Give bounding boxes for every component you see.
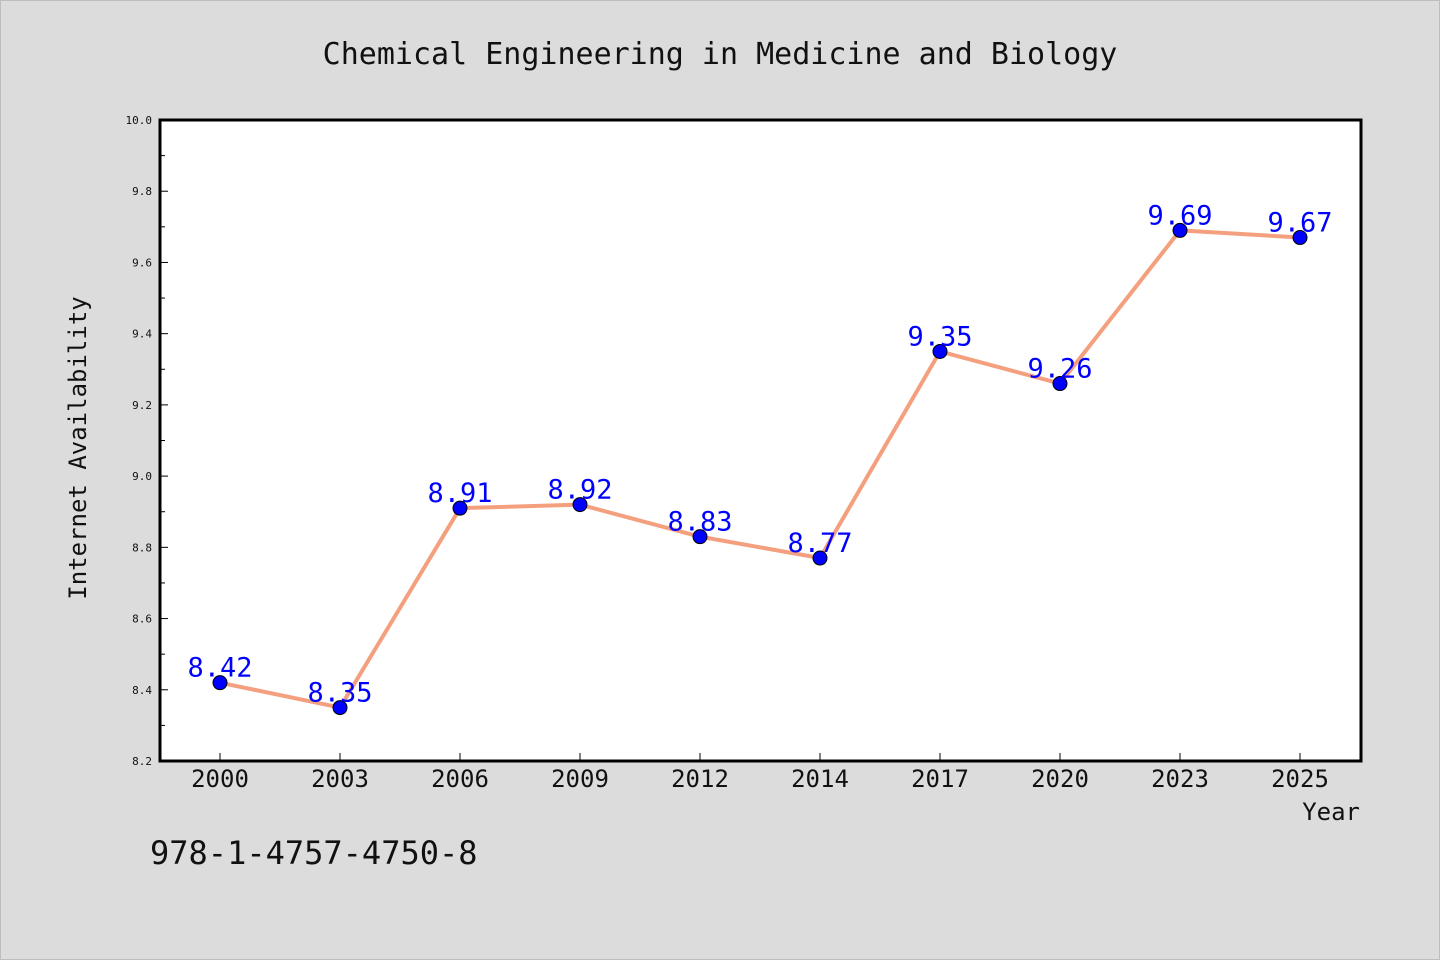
x-axis-label: Year: [1302, 798, 1360, 826]
plot-area: [158, 118, 1363, 763]
series-line: [219, 228, 1301, 710]
data-label: 8.35: [307, 678, 372, 709]
data-label: 9.26: [1027, 354, 1092, 385]
series-layer: [212, 222, 1308, 716]
x-tick-label: 2014: [791, 765, 849, 793]
data-point-marker: [452, 500, 468, 516]
y-axis: 8.2 8.4 8.6 8.8 9.0 9.2 9.4 9.6 9.8 10.0: [126, 114, 168, 768]
data-point-marker: [812, 550, 828, 566]
y-tick-label: 9.4: [132, 328, 152, 341]
x-tick-label: 2017: [911, 765, 969, 793]
y-tick-label: 10.0: [126, 114, 153, 127]
data-label: 8.91: [427, 478, 492, 509]
x-tick-label: 2009: [551, 765, 609, 793]
data-point-marker: [212, 675, 228, 691]
y-axis-label: Internet Availability: [64, 296, 92, 599]
y-tick-label: 9.8: [132, 185, 152, 198]
data-label: 9.35: [907, 321, 972, 352]
y-tick-label: 9.6: [132, 256, 152, 269]
y-tick-label: 9.0: [132, 470, 152, 483]
data-label: 9.69: [1147, 200, 1212, 231]
data-label: 9.67: [1267, 208, 1332, 239]
data-point-marker: [1052, 376, 1068, 392]
data-point-marker: [692, 529, 708, 545]
data-label: 8.83: [667, 507, 732, 538]
data-point-marker: [332, 700, 348, 716]
data-point-marker: [1292, 230, 1308, 246]
y-tick-label: 9.2: [132, 399, 152, 412]
data-point-marker: [932, 343, 948, 359]
y-tick-label: 8.6: [132, 613, 152, 626]
chart-title: Chemical Engineering in Medicine and Bio…: [323, 37, 1118, 72]
data-point-marker: [572, 497, 588, 513]
data-label: 8.92: [547, 475, 612, 506]
x-tick-label: 2006: [431, 765, 489, 793]
x-tick-label: 2000: [191, 765, 249, 793]
data-label: 8.77: [787, 528, 852, 559]
y-tick-label: 8.4: [132, 684, 152, 697]
y-tick-label: 8.2: [132, 755, 152, 768]
data-labels-layer: 8.42 8.35 8.91 8.92 8.83 8.77 9.35 9.26 9.69 9.67: [187, 200, 1332, 708]
x-tick-label: 2003: [311, 765, 369, 793]
data-label: 8.42: [187, 653, 252, 684]
x-axis: 2000 2003 2006 2009 2012 2014 2017 2020 2023 2025: [191, 753, 1329, 793]
x-tick-label: 2023: [1151, 765, 1209, 793]
x-tick-label: 2020: [1031, 765, 1089, 793]
y-tick-label: 8.8: [132, 541, 152, 554]
isbn-text: 978-1-4757-4750-8: [150, 834, 478, 872]
data-point-marker: [1172, 222, 1188, 238]
x-tick-label: 2012: [671, 765, 729, 793]
x-tick-label: 2025: [1271, 765, 1329, 793]
